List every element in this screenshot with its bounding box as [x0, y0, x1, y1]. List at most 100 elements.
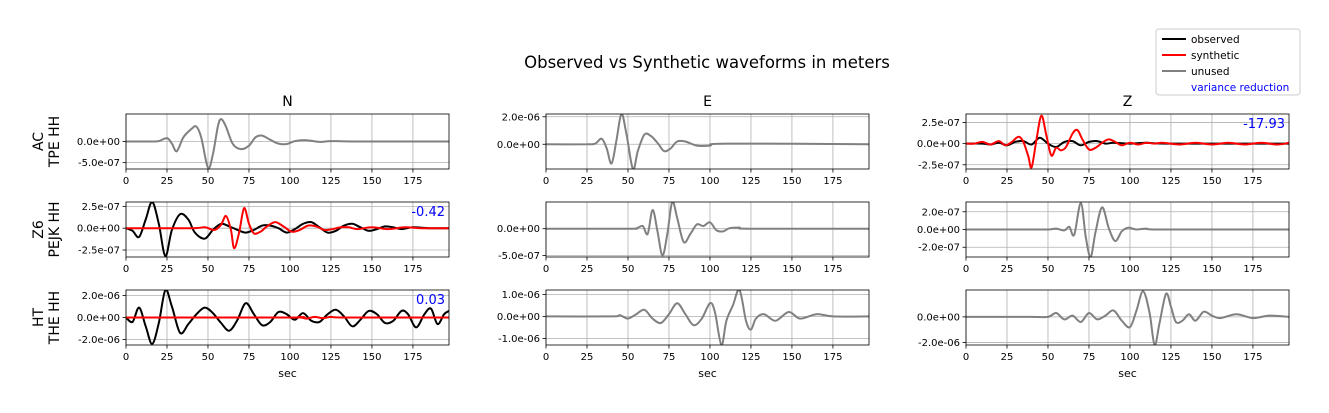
series-group [966, 290, 1289, 345]
station-label-line1: Z6 [31, 220, 47, 239]
y-tick-label: -5.0e-07 [78, 158, 120, 169]
series-group [126, 290, 449, 345]
x-tick-label: 125 [321, 264, 340, 275]
panel-frame [125, 201, 450, 258]
x-axis-label: sec [698, 367, 717, 380]
x-tick-label: 175 [1243, 176, 1262, 187]
station-label-line2: PEJK HH [47, 201, 63, 257]
x-tick-label: 50 [1042, 264, 1055, 275]
series-line-unused [966, 290, 1289, 345]
x-tick-label: 50 [622, 264, 635, 275]
x-tick-label: 175 [1243, 264, 1262, 275]
y-tick-label: -2.0e-06 [78, 335, 120, 346]
x-tick-label: 0 [123, 176, 129, 187]
y-tick-label: 0.0e+00 [497, 140, 540, 151]
x-tick-label: 150 [782, 352, 801, 363]
series-group [546, 202, 869, 257]
x-tick-label: 175 [1243, 352, 1262, 363]
variance-reduction-value: 0.03 [416, 293, 445, 308]
y-tick-label: 2.0e-07 [922, 207, 960, 218]
legend-label-variance-reduction: variance reduction [1191, 82, 1289, 94]
x-tick-label: 125 [1161, 264, 1180, 275]
x-tick-label: 125 [741, 352, 760, 363]
y-tick-label: -2.5e-07 [918, 160, 960, 171]
x-tick-label: 25 [581, 264, 594, 275]
x-tick-label: 100 [700, 176, 719, 187]
series-line-synthetic [126, 207, 449, 250]
x-axis-label: sec [1118, 367, 1137, 380]
y-tick-label: 0.0e+00 [77, 224, 120, 235]
x-tick-label: 0 [123, 352, 129, 363]
x-tick-label: 0 [963, 264, 969, 275]
y-tick-label: 2.5e-07 [82, 202, 120, 213]
panel-AC-E: 0 25 50 75 100 125 150 175 2.0e-06 0.0e+00 [497, 112, 870, 187]
x-tick-label: 75 [1083, 352, 1096, 363]
x-tick-label: 150 [1202, 352, 1221, 363]
series-line-observed [126, 202, 449, 257]
x-tick-label: 150 [1202, 264, 1221, 275]
x-tick-label: 25 [581, 176, 594, 187]
x-tick-label: 50 [622, 176, 635, 187]
panel-HT-E: 0 25 50 75 100 125 150 175 1.0e-06 0.0e+00 -1.0e-0… [497, 289, 870, 380]
x-tick-label: 100 [1120, 352, 1139, 363]
x-axis-label: sec [278, 367, 297, 380]
x-tick-label: 125 [741, 176, 760, 187]
series-group [966, 114, 1289, 169]
legend-label-synthetic: synthetic [1191, 50, 1240, 62]
y-tick-label: -2.0e-06 [918, 338, 960, 349]
x-tick-label: 175 [823, 352, 842, 363]
x-tick-label: 100 [280, 176, 299, 187]
x-tick-label: 125 [321, 176, 340, 187]
legend: observed synthetic unused variance reductio… [1155, 28, 1301, 96]
x-tick-label: 150 [362, 264, 381, 275]
panel-frame [545, 201, 870, 258]
x-tick-label: 100 [700, 352, 719, 363]
figure-title: Observed vs Synthetic waveforms in meter… [524, 53, 890, 72]
panel-frame [965, 201, 1290, 258]
x-tick-label: 100 [700, 264, 719, 275]
x-tick-label: 25 [581, 352, 594, 363]
x-tick-label: 100 [280, 264, 299, 275]
column-title-N: N [282, 94, 292, 110]
x-tick-label: 0 [543, 176, 549, 187]
x-tick-label: 25 [1001, 176, 1014, 187]
x-tick-label: 50 [1042, 176, 1055, 187]
panel-frame [545, 289, 870, 346]
x-tick-label: 150 [782, 264, 801, 275]
x-tick-label: 125 [321, 352, 340, 363]
x-tick-label: 75 [243, 352, 256, 363]
x-tick-label: 125 [1161, 352, 1180, 363]
y-tick-label: 1.0e-06 [502, 290, 540, 301]
x-tick-label: 75 [663, 176, 676, 187]
station-label-line1: HT [31, 308, 47, 328]
series-group [126, 202, 449, 257]
column-title-E: E [703, 94, 712, 110]
x-tick-label: 150 [362, 352, 381, 363]
series-line-observed [126, 290, 449, 345]
y-tick-label: 0.0e+00 [917, 225, 960, 236]
x-tick-label: 50 [202, 264, 215, 275]
y-tick-label: -2.0e-07 [918, 243, 960, 254]
x-tick-label: 175 [823, 264, 842, 275]
series-line-synthetic [966, 114, 1289, 169]
x-tick-label: 50 [622, 352, 635, 363]
x-tick-label: 50 [1042, 352, 1055, 363]
panel-frame [125, 289, 450, 346]
variance-reduction-value: -0.42 [411, 205, 445, 220]
x-tick-label: 75 [1083, 264, 1096, 275]
x-tick-label: 150 [782, 176, 801, 187]
series-line-unused [546, 202, 869, 257]
x-tick-label: 0 [963, 176, 969, 187]
panel-AC-N: 0 25 50 75 100 125 150 175 0.0e+00 -5.0e-07 [77, 113, 450, 187]
x-tick-label: 175 [823, 176, 842, 187]
station-label-line1: AC [31, 132, 47, 151]
column-title-Z: Z [1123, 94, 1133, 110]
x-tick-label: 75 [1083, 176, 1096, 187]
x-tick-label: 0 [543, 352, 549, 363]
y-tick-label: 0.0e+00 [497, 312, 540, 323]
x-tick-label: 25 [1001, 352, 1014, 363]
x-tick-label: 0 [123, 264, 129, 275]
panel-frame [545, 113, 870, 170]
panel-Z6-Z: 0 25 50 75 100 125 150 175 2.0e-07 0.0e+00 -2.0e-0… [917, 201, 1290, 275]
